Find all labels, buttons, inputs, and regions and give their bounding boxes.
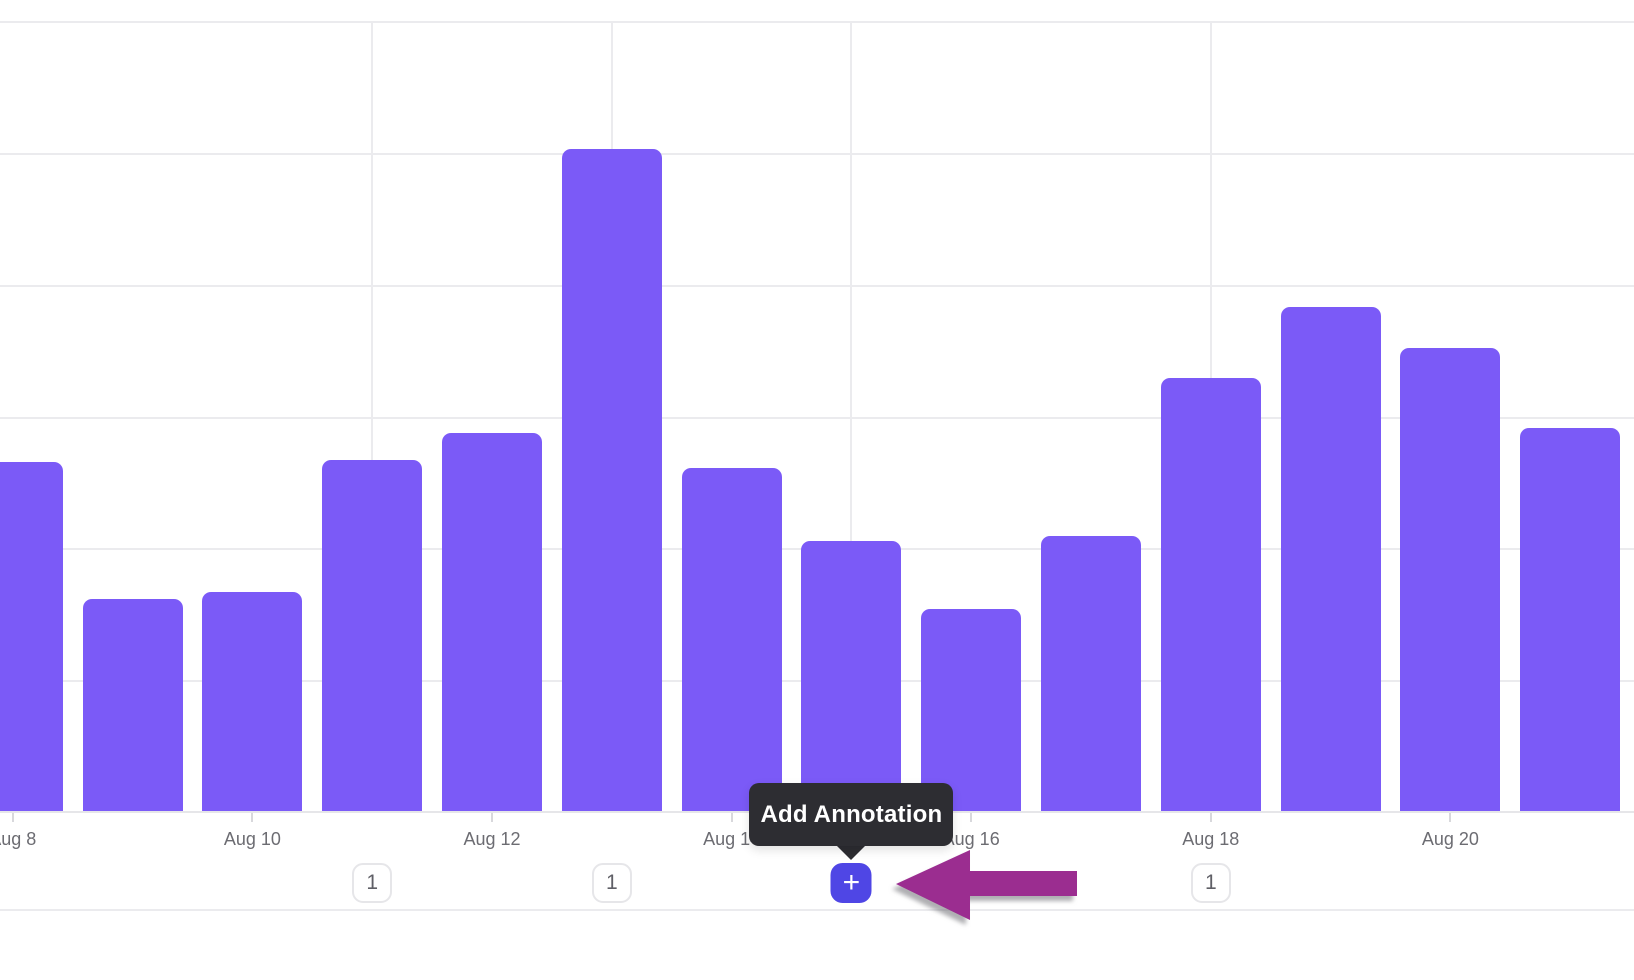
annotation-line-aug-11 [371,22,374,813]
axis-label-aug-8: Aug 8 [0,829,37,849]
add-annotation-tooltip: Add Annotation [749,783,954,846]
axis-label-aug-20: Aug 20 [1421,829,1479,849]
axis-tick-aug-10 [251,813,254,822]
bar-aug-14[interactable] [681,467,782,813]
gridline-400 [0,284,1634,287]
bar-aug-20[interactable] [1400,347,1501,813]
annotation-badge-aug-13[interactable]: 1 [591,863,632,903]
axis-tick-aug-20 [1449,813,1452,822]
axis-tick-aug-16 [970,813,973,822]
bottom-separator [0,909,1634,911]
axis-tick-aug-18 [1209,813,1212,822]
bar-aug-12[interactable] [442,433,542,813]
axis-tick-aug-12 [491,813,493,822]
axis-label-aug-16: Aug 16 [942,829,1000,849]
bar-aug-8[interactable] [0,462,63,813]
bar-aug-16[interactable] [921,608,1022,813]
axis-label-aug-12: Aug 12 [463,829,521,849]
add-annotation-button[interactable]: + [830,863,872,903]
bar-aug-18[interactable] [1160,377,1261,813]
bar-aug-21[interactable] [1520,428,1621,813]
bar-aug-13[interactable] [561,148,662,813]
gridline-300 [0,416,1634,419]
bar-aug-15[interactable] [801,541,902,813]
tooltip-caret [836,845,867,860]
axis-label-aug-18: Aug 18 [1182,829,1240,849]
annotation-badge-aug-18[interactable]: 1 [1190,863,1231,903]
axis-label-aug-14: Aug 14 [703,829,761,849]
bar-aug-10[interactable] [202,591,303,813]
axis-tick-aug-14 [730,813,733,822]
annotation-line-aug-15 [850,22,853,813]
axis-label-aug-10: Aug 10 [223,829,281,849]
bar-aug-9[interactable] [82,599,183,813]
gridline-600 [0,21,1634,23]
bar-aug-19[interactable] [1280,306,1381,813]
axis-tick-aug-8 [11,813,14,822]
bar-aug-11[interactable] [322,459,423,813]
gridline-500 [0,152,1634,155]
bar-aug-17[interactable] [1041,536,1141,813]
annotation-badge-aug-11[interactable]: 1 [352,863,393,903]
